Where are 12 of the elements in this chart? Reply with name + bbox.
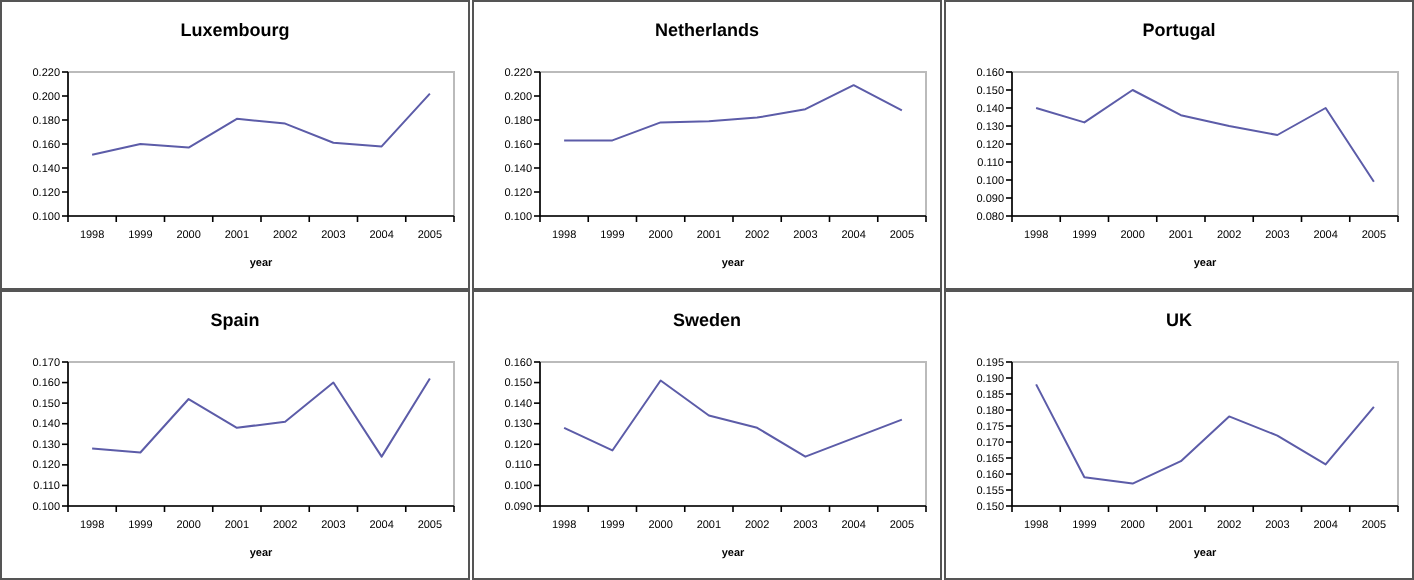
chart-title: Sweden	[672, 310, 742, 330]
line-series	[1035, 383, 1375, 485]
chart-title: Spain	[210, 310, 260, 330]
chart-title: Netherlands	[654, 20, 760, 40]
line-series	[91, 377, 431, 458]
chart-title: Portugal	[1142, 20, 1216, 40]
line-series	[563, 379, 903, 458]
line-series	[1035, 89, 1375, 183]
chart-title: UK	[1166, 310, 1193, 330]
line-series	[563, 84, 903, 142]
chart-title: Luxembourg	[180, 20, 290, 40]
line-series	[91, 92, 431, 156]
